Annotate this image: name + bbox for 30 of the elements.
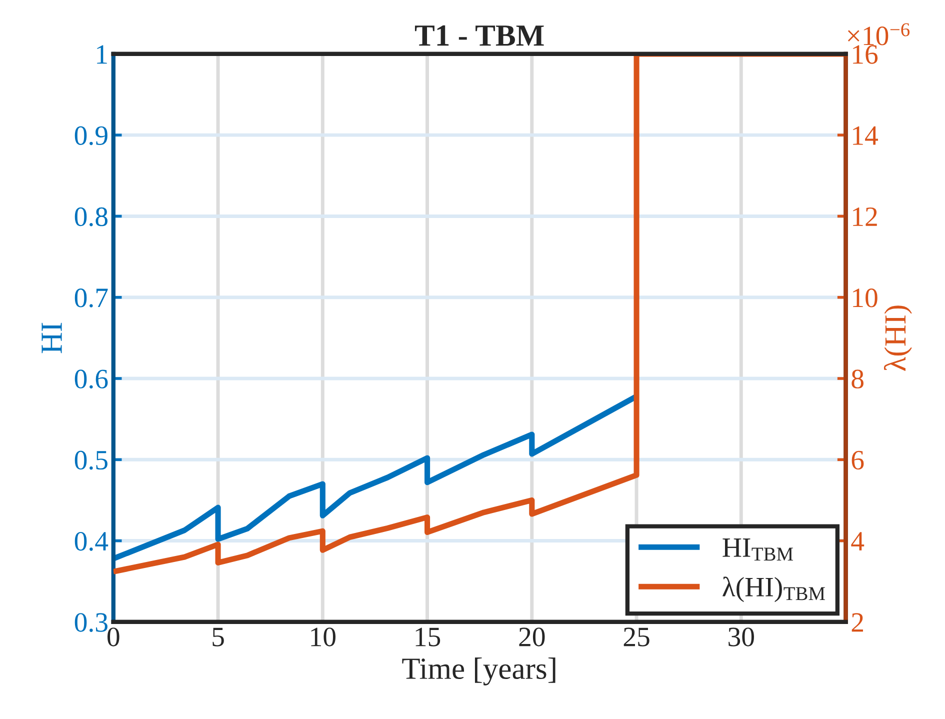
y-tick-label: 0.7 <box>74 288 108 308</box>
x-tick-label: 0 <box>108 628 120 646</box>
y-tick-label: 0.9 <box>74 126 108 146</box>
x-tick-label: 15 <box>416 628 440 646</box>
y-tick-label: 0.5 <box>74 450 108 470</box>
y2-axis-title: λ(HI) <box>884 306 912 371</box>
legend-label: λ(HI)$_{TBM}$ <box>722 576 825 602</box>
y-tick-label: 0.3 <box>74 613 108 632</box>
y2-tick-label: 4 <box>851 532 864 550</box>
x-tick-label: 5 <box>212 628 224 646</box>
y2-tick-label: 10 <box>853 288 878 308</box>
x-tick-label: 10 <box>311 628 336 646</box>
x-axis-title: Time [years] <box>402 658 556 686</box>
x-tick-label: 25 <box>624 628 650 646</box>
chart-title: T1 - TBM <box>414 25 544 46</box>
y2-tick-label: 6 <box>852 450 864 470</box>
y2-tick-label: 8 <box>852 370 864 388</box>
y2-tick-label: 14 <box>853 126 878 145</box>
x-tick-label: 20 <box>519 628 545 646</box>
y-tick-label: 0.8 <box>74 207 108 226</box>
y-tick-label: 1 <box>97 45 107 64</box>
y2-tick-label: 16 <box>853 45 878 64</box>
x-tick-label: 30 <box>728 628 754 646</box>
text: ×10$^{−6}$ <box>848 23 910 46</box>
y2-tick-label: 12 <box>853 207 877 226</box>
y-tick-label: 0.6 <box>74 370 108 389</box>
y2-tick-label: 2 <box>852 613 863 632</box>
y-tick-label: 0.4 <box>74 532 108 551</box>
legend-label: HI$_{TBM}$ <box>722 538 793 561</box>
y-axis-title: HI <box>42 322 62 354</box>
